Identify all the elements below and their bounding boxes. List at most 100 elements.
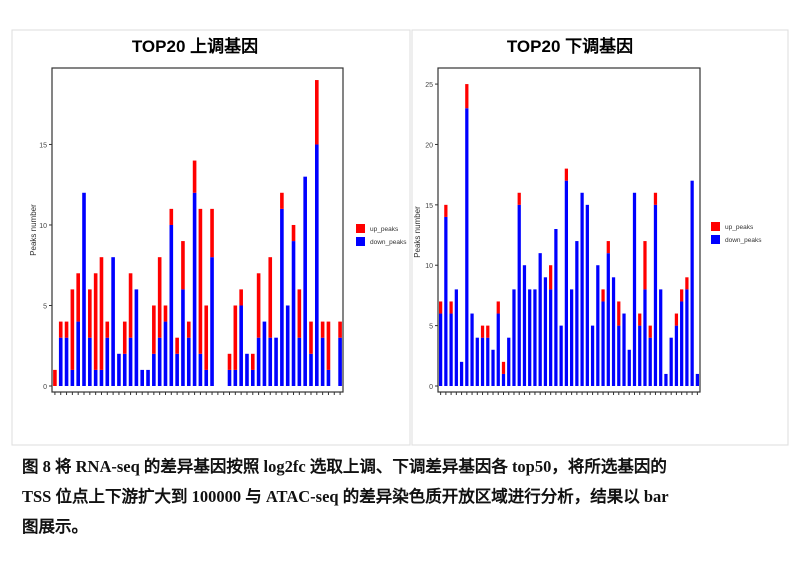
bar-down-peaks — [601, 301, 605, 386]
plot-area — [51, 67, 344, 393]
bar-down-peaks — [690, 180, 694, 386]
bar-down-peaks — [338, 337, 342, 386]
bar-down-peaks — [454, 289, 458, 386]
bar-down-peaks — [186, 337, 191, 386]
bar-down-peaks — [695, 373, 700, 386]
bar-down-peaks — [543, 277, 548, 386]
bar-down-peaks — [210, 257, 214, 386]
y-axis-label: Peaks number — [29, 204, 38, 256]
bar-up-peaks — [99, 257, 104, 370]
bar-up-peaks — [53, 369, 57, 386]
bar-down-peaks — [470, 313, 474, 386]
bar-down-peaks — [250, 369, 255, 386]
bar-up-peaks — [685, 277, 689, 290]
bar-down-peaks — [146, 369, 150, 386]
bar-up-peaks — [601, 289, 605, 302]
bar-up-peaks — [680, 289, 684, 302]
bar-up-peaks — [169, 208, 174, 225]
bar-down-peaks — [522, 265, 527, 386]
bar-down-peaks — [564, 180, 569, 386]
bar-down-peaks — [538, 253, 542, 386]
bar-down-peaks — [76, 321, 80, 386]
bar-down-peaks — [590, 325, 595, 386]
bar-up-peaks — [320, 321, 325, 338]
bar-down-peaks — [680, 301, 684, 386]
bar-down-peaks — [99, 369, 104, 386]
chart-title: TOP20 上调基因 — [132, 36, 258, 56]
chart-title: TOP20 下调基因 — [507, 36, 633, 56]
bar-up-peaks — [315, 80, 319, 145]
bar-down-peaks — [559, 325, 563, 386]
bar-down-peaks — [685, 289, 689, 386]
bar-down-peaks — [93, 369, 98, 386]
bar-down-peaks — [669, 337, 673, 386]
bar-down-peaks — [204, 369, 209, 386]
bar-up-peaks — [70, 289, 75, 370]
bar-down-peaks — [88, 337, 92, 386]
bar-down-peaks — [465, 108, 469, 386]
bar-down-peaks — [256, 337, 261, 386]
bar-up-peaks — [198, 208, 203, 354]
bar-up-peaks — [648, 325, 652, 338]
figure-caption: 图 8 将 RNA-seq 的差异基因按照 log2fc 选取上调、下调差异基因… — [22, 452, 782, 542]
caption-line: TSS 位点上下游扩大到 100000 与 ATAC-seq 的差异染色质开放区… — [22, 487, 669, 506]
bar-down-peaks — [596, 265, 600, 386]
bar-down-peaks — [227, 369, 232, 386]
legend-label-up: up_peaks — [370, 226, 399, 233]
bar-down-peaks — [64, 337, 69, 386]
bar-down-peaks — [449, 313, 453, 386]
bar-up-peaks — [210, 208, 214, 258]
bar-up-peaks — [256, 273, 261, 338]
bar-up-peaks — [88, 289, 92, 338]
bar-down-peaks — [653, 204, 658, 386]
bar-up-peaks — [64, 321, 69, 338]
bar-down-peaks — [297, 337, 302, 386]
bar-up-peaks — [175, 337, 179, 354]
bar-up-peaks — [163, 305, 168, 322]
bar-up-peaks — [233, 305, 238, 370]
bar-down-peaks — [580, 192, 584, 386]
bar-up-peaks — [480, 325, 485, 338]
bar-down-peaks — [606, 253, 610, 386]
bar-down-peaks — [659, 289, 663, 386]
bar-down-peaks — [128, 337, 133, 386]
caption-line: 图 8 将 RNA-seq 的差异基因按照 log2fc 选取上调、下调差异基因… — [22, 457, 667, 476]
bar-down-peaks — [664, 373, 668, 386]
bar-down-peaks — [617, 325, 621, 386]
bar-down-peaks — [239, 305, 243, 386]
bar-up-peaks — [58, 321, 63, 338]
bar-down-peaks — [303, 176, 307, 386]
bar-up-peaks — [449, 301, 453, 314]
panel-frame — [11, 29, 411, 446]
bar-down-peaks — [122, 353, 127, 386]
bar-up-peaks — [517, 192, 521, 205]
bar-down-peaks — [111, 257, 115, 386]
legend-label-down: down_peaks — [725, 237, 762, 244]
bar-up-peaks — [152, 305, 156, 354]
bar-up-peaks — [128, 273, 133, 338]
bar-down-peaks — [280, 208, 284, 386]
legend-swatch-down — [711, 235, 720, 244]
bar-up-peaks — [309, 321, 313, 354]
bar-up-peaks — [227, 353, 232, 370]
bar-down-peaks — [82, 192, 86, 386]
bar-down-peaks — [627, 349, 631, 386]
bar-down-peaks — [575, 241, 579, 386]
bar-down-peaks — [70, 369, 75, 386]
bar-up-peaks — [297, 289, 302, 338]
bar-up-peaks — [674, 313, 679, 326]
bar-up-peaks — [76, 273, 80, 322]
y-tick-label: 10 — [39, 223, 47, 230]
bar-down-peaks — [169, 224, 174, 386]
legend-swatch-up — [711, 222, 720, 231]
bar-down-peaks — [622, 313, 626, 386]
bar-down-peaks — [245, 353, 249, 386]
bar-down-peaks — [549, 289, 553, 386]
y-tick-label: 0 — [43, 384, 47, 391]
bar-up-peaks — [486, 325, 490, 338]
bar-down-peaks — [268, 337, 273, 386]
bar-up-peaks — [192, 160, 197, 193]
y-tick-label: 5 — [429, 324, 433, 331]
bar-down-peaks — [459, 361, 464, 386]
y-tick-label: 20 — [425, 142, 433, 149]
